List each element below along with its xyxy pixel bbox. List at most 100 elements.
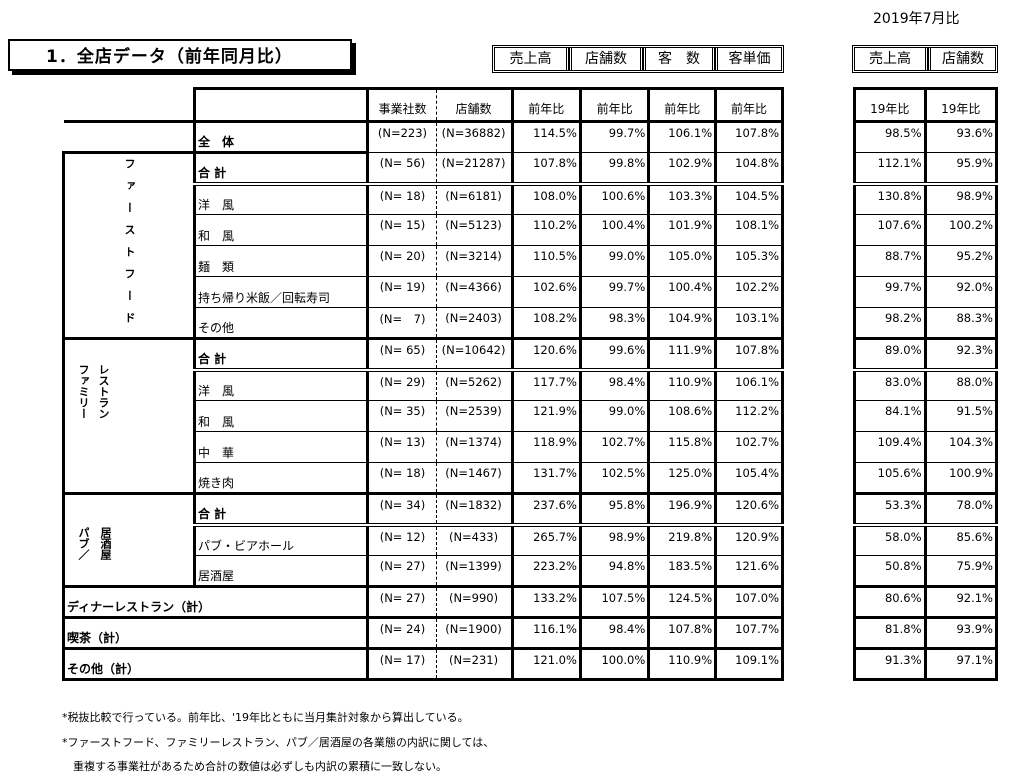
store-count-yoy: 95.8% [578, 493, 651, 527]
customers-yoy: 219.8% [647, 524, 718, 556]
table-row: 80.6% 92.1% [853, 586, 999, 619]
row-label: 合 計 [192, 152, 369, 186]
unit-price-yoy: 108.1% [714, 214, 784, 246]
customers-yoy: 108.6% [647, 400, 718, 432]
table-row: その他 (N= 7) (N=2403) 108.2% 98.3% 104.9% 103.1% [64, 307, 784, 340]
footnotes: *税抜比較で行っている。前年比、'19年比ともに当月集計対象から算出している。 … [62, 706, 494, 780]
companies-count: (N= 27) [366, 555, 437, 588]
row-label: 居酒屋 [192, 555, 369, 588]
stores-vs19: 88.3% [923, 307, 999, 340]
table-row: 喫茶（計） (N= 24) (N=1900) 116.1% 98.4% 107.8% 107… [61, 617, 784, 650]
stores-vs19: 92.3% [923, 338, 999, 372]
unit-price-yoy: 107.0% [714, 586, 784, 619]
sales-vs19: 89.0% [853, 338, 927, 372]
sales-vs19: 88.7% [853, 245, 927, 277]
customers-yoy: 104.9% [647, 307, 718, 340]
store-count-yoy: 98.4% [578, 617, 651, 650]
sales-vs19: 91.3% [853, 648, 927, 681]
store-count-yoy: 102.7% [578, 431, 651, 463]
store-count-yoy: 99.7% [578, 120, 651, 153]
store-count-yoy: 100.4% [578, 214, 651, 246]
stores-count: (N=3214) [435, 245, 514, 277]
store-count-yoy: 99.6% [578, 338, 651, 372]
store-count-yoy: 98.4% [578, 369, 651, 401]
unit-price-yoy: 102.7% [714, 431, 784, 463]
col-stores: 店舗数 [435, 87, 514, 123]
sales-yoy: 102.6% [510, 276, 582, 308]
sales-vs19: 98.2% [853, 307, 927, 340]
comparison-period: 2019年7月比 [873, 11, 960, 27]
stores-count: (N=1467) [435, 462, 514, 495]
table-row: 98.5% 93.6% [853, 121, 999, 153]
vs19-table: 19年比 19年比 98.5% 93.6% 112.1% 95.9% 130.8% 98.9%… [853, 87, 999, 681]
stores-count: (N=433) [435, 524, 514, 556]
row-label: 持ち帰り米飯／回転寿司 [192, 276, 369, 308]
customers-yoy: 107.8% [647, 617, 718, 650]
sales-yoy: 237.6% [510, 493, 582, 527]
footnote: 重複する事業社があるため合計の数値は必ずしも内訳の累積に一致しない。 [62, 760, 447, 773]
companies-count: (N= 12) [366, 524, 437, 556]
stores-count: (N=4366) [435, 276, 514, 308]
stores-vs19: 100.2% [923, 214, 999, 246]
unit-price-yoy: 109.1% [714, 648, 784, 681]
row-label: 全 体 [192, 120, 369, 154]
customers-yoy: 101.9% [647, 214, 718, 246]
customers-yoy: 110.9% [647, 369, 718, 401]
table-row: パブ・ビアホール (N= 12) (N=433) 265.7% 98.9% 219.8% 1… [64, 524, 784, 556]
stores-count: (N=36882) [435, 120, 514, 153]
table-row: 全 体 (N=223) (N=36882) 114.5% 99.7% 106.1% 107.… [63, 120, 784, 154]
stores-count: (N=990) [435, 586, 514, 619]
customers-yoy: 196.9% [647, 493, 718, 527]
companies-count: (N= 15) [366, 214, 437, 246]
table-row: 107.6% 100.2% [853, 214, 999, 246]
companies-count: (N= 18) [366, 183, 437, 215]
sales-yoy: 118.9% [510, 431, 582, 463]
page-title: 1．全店データ（前年同月比） [8, 39, 352, 71]
stores-vs19: 92.0% [923, 276, 999, 308]
companies-count: (N= 34) [366, 493, 437, 527]
stores-count: (N=1374) [435, 431, 514, 463]
table-row: 81.8% 93.9% [853, 617, 999, 650]
stores-vs19: 88.0% [923, 369, 999, 401]
stores-count: (N=10642) [435, 338, 514, 372]
metric-customers: 客 数 [643, 48, 715, 70]
stores-count: (N=6181) [435, 183, 514, 215]
table-row: 88.7% 95.2% [853, 245, 999, 277]
table-row: 持ち帰り米飯／回転寿司 (N= 19) (N=4366) 102.6% 99.7% 100… [64, 276, 784, 308]
stores-vs19: 104.3% [923, 431, 999, 463]
sales-yoy: 117.7% [510, 369, 582, 401]
companies-count: (N= 19) [366, 276, 437, 308]
table-row: 洋 風 (N= 29) (N=5262) 117.7% 98.4% 110.9% 106.1… [64, 369, 784, 401]
group-family-restaurant: ファミリー レストラン [62, 337, 195, 495]
sales-vs19: 105.6% [853, 462, 927, 495]
store-count-yoy: 99.8% [578, 152, 651, 186]
customers-yoy: 105.0% [647, 245, 718, 277]
row-label: パブ・ビアホール [192, 524, 369, 556]
customers-yoy: 115.8% [647, 431, 718, 463]
row-label: 麺 類 [192, 245, 369, 277]
customers-yoy: 125.0% [647, 462, 718, 495]
row-label: 洋 風 [192, 369, 369, 401]
row-label: 和 風 [192, 400, 369, 432]
stores-vs19: 91.5% [923, 400, 999, 432]
row-label: その他（計） [61, 648, 369, 681]
companies-count: (N= 29) [366, 369, 437, 401]
sales-yoy: 110.2% [510, 214, 582, 246]
row-label: 合 計 [192, 338, 369, 372]
sales-vs19: 107.6% [853, 214, 927, 246]
col-yoy: 前年比 [714, 87, 784, 123]
row-label: 焼き肉 [192, 462, 369, 495]
sales-yoy: 108.0% [510, 183, 582, 215]
sales-yoy: 108.2% [510, 307, 582, 340]
companies-count: (N= 20) [366, 245, 437, 277]
sales-vs19: 81.8% [853, 617, 927, 650]
table-row: 99.7% 92.0% [853, 276, 999, 308]
companies-count: (N= 24) [366, 617, 437, 650]
unit-price-yoy: 103.1% [714, 307, 784, 340]
metric-unit-price: 客単価 [715, 48, 781, 70]
table-row: パブ／ 居酒屋合 計 (N= 34) (N=1832) 237.6% 95.8% 196.9… [62, 492, 784, 588]
unit-price-yoy: 104.8% [714, 152, 784, 186]
sales-yoy: 107.8% [510, 152, 582, 186]
unit-price-yoy: 104.5% [714, 183, 784, 215]
table-row: 居酒屋 (N= 27) (N=1399) 223.2% 94.8% 183.5% 121.6… [64, 555, 784, 588]
